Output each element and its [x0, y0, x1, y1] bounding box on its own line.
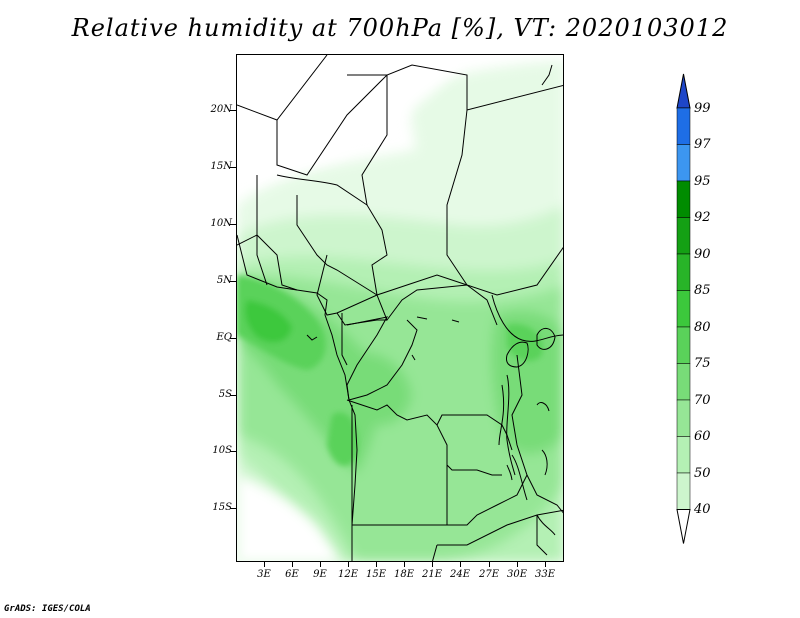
lat-label-5s: 5S [218, 389, 232, 400]
colorbar-label-85: 85 [694, 283, 711, 298]
lat-tick [230, 110, 236, 111]
colorbar-label-70: 70 [694, 393, 711, 408]
lon-tick [489, 562, 490, 567]
lon-tick [404, 562, 405, 567]
colorbar-segment [676, 363, 691, 401]
colorbar-segment [676, 253, 691, 291]
lat-tick [230, 395, 236, 396]
lon-label-30e: 30E [506, 569, 528, 580]
lon-tick [545, 562, 546, 567]
colorbar-segment [676, 107, 691, 145]
lon-label-6e: 6E [285, 569, 299, 580]
country-borders [237, 55, 563, 561]
lat-tick [230, 338, 236, 339]
colorbar [676, 73, 691, 544]
lon-tick [460, 562, 461, 567]
lat-tick [230, 508, 236, 509]
lat-label-10s: 10S [212, 445, 232, 456]
field-dry-south [237, 475, 341, 561]
colorbar-segment [676, 180, 691, 218]
lon-tick [292, 562, 293, 567]
lat-tick [230, 224, 236, 225]
lon-tick [376, 562, 377, 567]
lat-label-15n: 15N [210, 161, 232, 172]
colorbar-label-40: 40 [694, 502, 711, 517]
humidity-field [237, 55, 563, 561]
colorbar-segment [676, 144, 691, 182]
colorbar-label-50: 50 [694, 466, 711, 481]
lon-label-3e: 3E [257, 569, 271, 580]
lat-label-15s: 15S [212, 502, 232, 513]
lat-label-20n: 20N [210, 104, 232, 115]
lon-label-15e: 15E [365, 569, 387, 580]
lon-tick [517, 562, 518, 567]
colorbar-label-60: 60 [694, 429, 711, 444]
lon-label-9e: 9E [313, 569, 327, 580]
coastline [237, 234, 358, 561]
colorbar-arrow-bottom [676, 509, 691, 544]
colorbar-label-90: 90 [694, 247, 711, 262]
colorbar-label-75: 75 [694, 356, 711, 371]
field-dry-sahara [237, 55, 467, 185]
lat-label-10n: 10N [210, 218, 232, 229]
lon-label-18e: 18E [393, 569, 415, 580]
lon-tick [348, 562, 349, 567]
map-title: Relative humidity at 700hPa [%], VT: 202… [71, 14, 729, 42]
lon-tick [320, 562, 321, 567]
field-dark1 [327, 412, 358, 466]
lakes [498, 328, 556, 536]
colorbar-segment [676, 290, 691, 328]
field-light [407, 60, 563, 175]
lon-tick [432, 562, 433, 567]
colorbar-segment [676, 326, 691, 364]
lat-tick [230, 451, 236, 452]
lat-tick [230, 281, 236, 282]
field-dark2 [245, 300, 292, 343]
colorbar-label-95: 95 [694, 174, 711, 189]
lon-label-21e: 21E [421, 569, 443, 580]
colorbar-segment [676, 399, 691, 437]
colorbar-label-99: 99 [694, 101, 711, 116]
colorbar-segment [676, 217, 691, 255]
lon-tick [264, 562, 265, 567]
lon-label-24e: 24E [449, 569, 471, 580]
colorbar-label-92: 92 [694, 210, 711, 225]
lat-label-5n: 5N [216, 275, 232, 286]
lon-label-33e: 33E [534, 569, 556, 580]
colorbar-arrow-top [676, 73, 691, 109]
lon-label-27e: 27E [478, 569, 500, 580]
map-panel [236, 54, 564, 562]
grads-credit: GrADS: IGES/COLA [4, 604, 91, 614]
rivers [411, 64, 553, 481]
colorbar-label-97: 97 [694, 137, 711, 152]
lat-tick [230, 167, 236, 168]
lat-label-eq: EQ [216, 332, 233, 343]
colorbar-segment [676, 472, 691, 510]
colorbar-segment [676, 436, 691, 474]
lon-label-12e: 12E [337, 569, 359, 580]
colorbar-label-80: 80 [694, 320, 711, 335]
